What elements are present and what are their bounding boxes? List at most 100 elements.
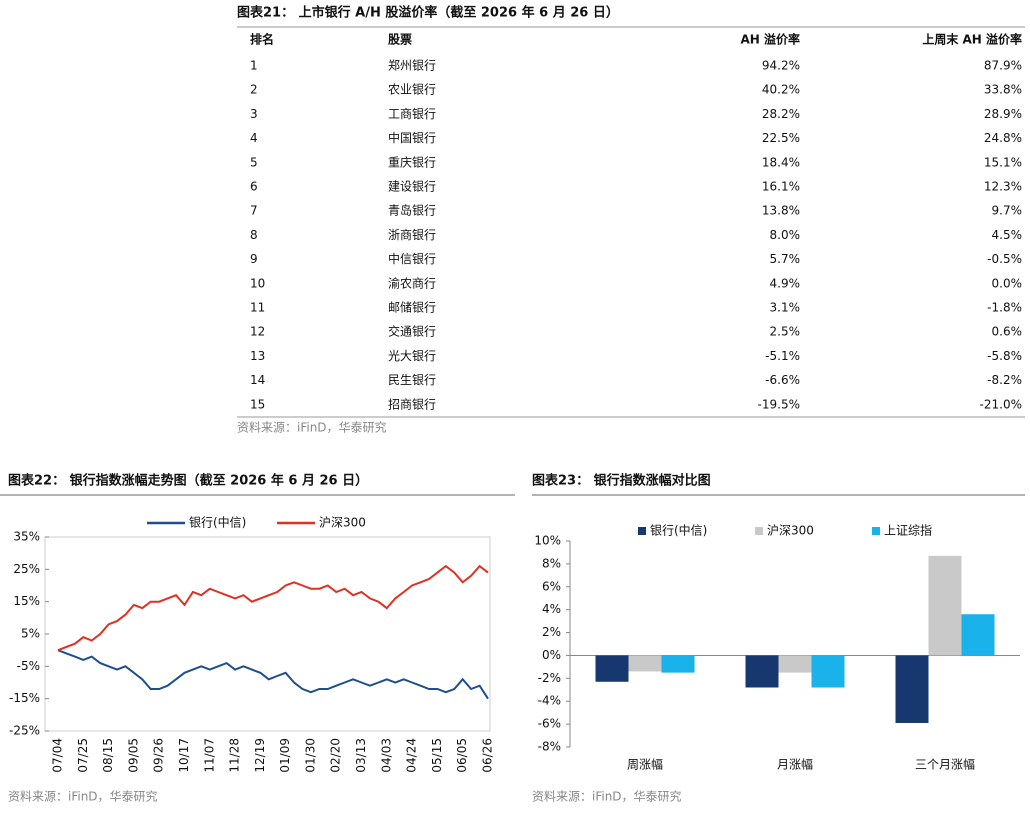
x-tick-label: 01/09	[278, 738, 292, 773]
x-tick-label: 11/28	[228, 738, 242, 773]
y-tick-label: 6%	[542, 579, 561, 593]
table-cell: 交通银行	[388, 324, 436, 339]
table-cell: -6.6%	[765, 373, 800, 387]
x-tick-label: 11/07	[202, 738, 216, 773]
legend-label: 沪深300	[319, 516, 366, 530]
table-cell: 18.4%	[762, 155, 800, 169]
x-tick-label: 04/03	[379, 738, 393, 773]
bar	[811, 655, 845, 688]
table-cell: 7	[250, 204, 258, 218]
table-cell: 13	[250, 349, 265, 363]
y-tick-label: 25%	[13, 562, 40, 576]
table-cell: 光大银行	[388, 349, 436, 363]
table-cell: 14	[250, 373, 265, 387]
table-cell: 15	[250, 397, 265, 411]
table-cell: 9	[250, 252, 258, 266]
table-cell: 15.1%	[984, 155, 1022, 169]
y-tick-label: -4%	[538, 694, 561, 708]
table-cell: 10	[250, 276, 265, 290]
table-cell: 郑州银行	[388, 58, 436, 73]
x-tick-label: 三个月涨幅	[915, 757, 975, 772]
y-tick-label: 4%	[542, 602, 561, 616]
y-tick-label: 0%	[542, 648, 561, 662]
x-tick-label: 07/25	[76, 738, 90, 773]
bar	[628, 655, 662, 672]
legend-swatch	[872, 527, 880, 535]
x-tick-label: 09/05	[126, 738, 140, 773]
x-tick-label: 05/15	[430, 738, 444, 773]
table-cell: -0.5%	[987, 252, 1022, 266]
source: 资料来源：iFinD，华泰研究	[532, 789, 682, 804]
table-header: 股票	[388, 32, 412, 47]
table-cell: 94.2%	[762, 59, 800, 73]
chart-title: 图表23： 银行指数涨幅对比图	[532, 473, 711, 489]
x-tick-label: 周涨幅	[627, 757, 663, 772]
table-cell: 中信银行	[388, 251, 436, 266]
table-cell: -5.1%	[765, 349, 800, 363]
table-cell: 9.7%	[992, 204, 1023, 218]
bar	[745, 655, 779, 688]
y-tick-label: 5%	[21, 627, 40, 641]
x-tick-label: 10/17	[177, 738, 191, 773]
y-tick-label: -15%	[9, 691, 40, 705]
table-cell: 4	[250, 131, 258, 145]
table-cell: 民生银行	[388, 373, 436, 387]
y-tick-label: -25%	[9, 724, 40, 738]
y-tick-label: 10%	[534, 534, 561, 548]
table-cell: 4.5%	[992, 228, 1023, 242]
x-tick-label: 04/24	[405, 738, 419, 773]
y-tick-label: -2%	[538, 671, 561, 685]
table-cell: 6	[250, 180, 258, 194]
table-cell: -19.5%	[758, 397, 800, 411]
table-cell: 16.1%	[762, 180, 800, 194]
x-tick-label: 01/30	[303, 738, 317, 773]
x-tick-label: 月涨幅	[777, 757, 813, 772]
legend-label: 银行(中信)	[650, 523, 707, 538]
table-cell: 5.7%	[770, 252, 801, 266]
table-header: 上周末 AH 溢价率	[922, 32, 1022, 47]
table-cell: 24.8%	[984, 131, 1022, 145]
x-tick-label: 12/19	[253, 738, 267, 773]
legend-label: 银行(中信)	[189, 515, 246, 530]
bar	[778, 655, 812, 673]
table-cell: -21.0%	[980, 397, 1022, 411]
legend-swatch	[755, 527, 763, 535]
legend-label: 上证综指	[884, 523, 932, 538]
table-cell: 13.8%	[762, 204, 800, 218]
line	[57, 564, 489, 652]
table-cell: 28.2%	[762, 107, 800, 121]
table-cell: -8.2%	[987, 373, 1022, 387]
bar	[928, 555, 962, 656]
table-header: AH 溢价率	[740, 32, 800, 47]
table-cell: 青岛银行	[388, 203, 436, 218]
table-cell: 重庆银行	[388, 155, 436, 169]
plot-frame	[44, 536, 491, 732]
x-tick-label: 02/20	[329, 738, 343, 773]
table-cell: 5	[250, 155, 258, 169]
y-tick-label: -8%	[538, 740, 561, 754]
table-cell: 2	[250, 83, 258, 97]
table-cell: 农业银行	[388, 83, 436, 97]
table-cell: 87.9%	[984, 59, 1022, 73]
table-cell: 8.0%	[770, 228, 801, 242]
bar	[895, 655, 929, 723]
x-tick-label: 08/15	[101, 738, 115, 773]
table-cell: 4.9%	[770, 276, 801, 290]
table-cell: 工商银行	[388, 106, 436, 121]
table-cell: 浙商银行	[388, 227, 436, 242]
y-tick-label: 2%	[542, 625, 561, 639]
table-cell: 11	[250, 301, 265, 315]
table-cell: -5.8%	[987, 349, 1022, 363]
table-title: 图表21： 上市银行 A/H 股溢价率（截至 2026 年 6 月 26 日）	[237, 5, 619, 21]
y-tick-label: -6%	[538, 717, 561, 731]
bar	[595, 655, 629, 682]
source: 资料来源：iFinD，华泰研究	[237, 420, 387, 435]
table-cell: 渝农商行	[388, 275, 436, 290]
table-header: 排名	[250, 32, 274, 47]
source: 资料来源：iFinD，华泰研究	[8, 789, 158, 804]
table-cell: 招商银行	[388, 396, 436, 411]
table-cell: 12.3%	[984, 180, 1022, 194]
legend-label: 沪深300	[767, 524, 814, 538]
table-cell: 3	[250, 107, 258, 121]
